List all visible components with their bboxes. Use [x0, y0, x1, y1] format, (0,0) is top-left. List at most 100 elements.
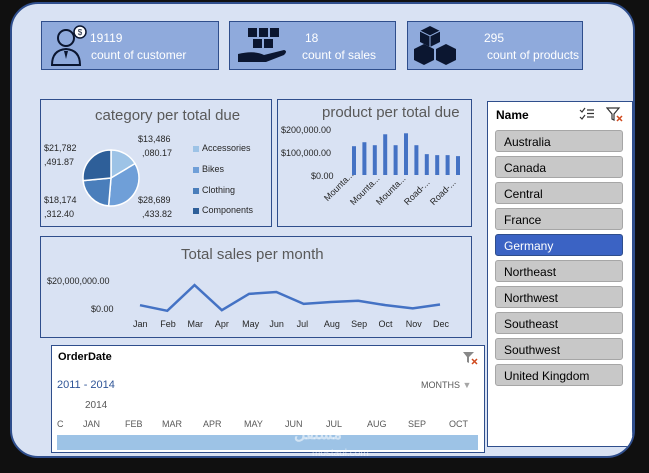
multi-select-icon[interactable] [579, 107, 595, 121]
timeline-month-label: SEP [408, 419, 427, 429]
timeline-year: 2014 [85, 400, 108, 411]
timeline-selection-bar[interactable] [57, 435, 478, 450]
kpi-sales-card: 18 count of sales [229, 21, 396, 70]
timeline-month-label: FEB [125, 419, 143, 429]
pie-label-components-2: ,491.87 [44, 157, 75, 167]
sales-month-label: Sep [351, 319, 368, 329]
pie-label-bikes-1: $28,689 [138, 195, 171, 205]
slicer-header: Name [496, 108, 529, 122]
pie-label-accessories-1: $13,486 [138, 134, 171, 144]
kpi-customers-card: $ 19119 count of customer [41, 21, 219, 70]
product-bar-chart [352, 133, 460, 175]
legend-components: Components [202, 205, 254, 215]
product-bar [435, 155, 440, 175]
sales-month-label: Dec [433, 319, 450, 329]
timeline-month-label: JUN [285, 419, 303, 429]
timeline-month-label: C [57, 419, 64, 429]
sales-month-label: Apr [214, 319, 229, 329]
slicer-item-northwest[interactable]: Northwest [495, 286, 623, 308]
legend-accessories: Accessories [202, 143, 251, 153]
kpi-products-value: 295 [484, 31, 505, 45]
slicer-item-france[interactable]: France [495, 208, 623, 230]
legend-swatch-bikes [193, 167, 199, 173]
watermark-logo: مستقل [294, 426, 342, 443]
svg-text:$: $ [78, 28, 83, 37]
legend-swatch-clothing [193, 188, 199, 194]
product-title: product per total due [322, 104, 460, 121]
slicer-item-central[interactable]: Central [495, 182, 623, 204]
legend-swatch-components [193, 208, 199, 214]
sales-month-label: Oct [378, 319, 393, 329]
slicer-item-northeast[interactable]: Northeast [495, 260, 623, 282]
product-bar [424, 154, 429, 175]
timeline-level-dropdown[interactable]: MONTHS ▼ [421, 380, 471, 390]
orderdate-timeline: OrderDate 2011 - 2014 MONTHS ▼ 2014 C JAN… [51, 345, 485, 453]
slicer-item-southeast[interactable]: Southeast [495, 312, 623, 334]
timeline-level-label: MONTHS [421, 380, 460, 390]
product-bar [404, 133, 408, 175]
sales-month-label: May [242, 319, 260, 329]
slicer-item-australia[interactable]: Australia [495, 130, 623, 152]
product-bar [383, 134, 388, 175]
product-bar [372, 145, 377, 175]
sales-month-label: Feb [160, 319, 176, 329]
slicer-item-canada[interactable]: Canada [495, 156, 623, 178]
kpi-customers-label: count of customer [91, 48, 187, 62]
kpi-products-card: 295 count of products [407, 21, 583, 70]
sales-ytick-0: $0.00 [91, 304, 114, 314]
category-pie-chart [82, 149, 140, 207]
product-ytick-100k: $100,000.00 [281, 148, 332, 158]
product-ytick-200k: $200,000.00 [281, 125, 332, 135]
pie-slice-clothing [82, 177, 112, 207]
sales-month-label: Nov [405, 319, 422, 329]
timeline-month-label: JUL [326, 419, 343, 429]
kpi-sales-value: 18 [305, 31, 319, 45]
name-slicer: Name Australia Canada Central France Germany… [487, 101, 633, 447]
category-pie-card: category per total due $13,486 ,080.17 $… [40, 99, 272, 227]
timeline-month-label: AUG [367, 419, 387, 429]
sales-boxes-icon [238, 28, 286, 62]
slicer-item-germany[interactable]: Germany [495, 234, 623, 256]
timeline-title: OrderDate [58, 351, 112, 363]
slicer-item-united-kingdom[interactable]: United Kingdom [495, 364, 623, 386]
sales-month-label: Jul [296, 319, 309, 329]
product-bar [362, 142, 367, 175]
sales-month-label: Aug [323, 319, 340, 329]
product-bar-card: product per total due $200,000.00 $100,0… [277, 99, 472, 227]
pie-label-bikes-2: ,433.82 [142, 209, 173, 219]
legend-clothing: Clothing [202, 185, 236, 195]
legend-bikes: Bikes [202, 164, 225, 174]
timeline-month-label: JAN [83, 419, 101, 429]
customer-icon: $ [50, 25, 87, 66]
monthly-sales-card: Total sales per month $20,000,000.00 $0.… [40, 236, 472, 338]
chevron-down-icon: ▼ [462, 380, 472, 390]
kpi-customers-value: 19119 [90, 31, 123, 45]
timeline-month-label: MAR [162, 419, 182, 429]
product-bar [414, 145, 419, 175]
monthly-sales-line [139, 283, 441, 313]
sales-ytick-20m: $20,000,000.00 [47, 276, 110, 286]
pie-label-clothing-1: $18,174 [44, 195, 77, 205]
dashboard-frame: $ 19119 count of customer 18 count of sa… [10, 2, 635, 458]
slicer-item-southwest[interactable]: Southwest [495, 338, 623, 360]
kpi-sales-label: count of sales [302, 48, 377, 62]
pie-title: category per total due [95, 107, 241, 124]
product-bar [352, 146, 356, 175]
product-bar [445, 155, 450, 175]
timeline-month-label: MAY [244, 419, 263, 429]
kpi-products-label: count of products [487, 48, 580, 62]
pie-label-accessories-2: ,080.17 [142, 148, 173, 158]
timeline-clear-filter-icon[interactable] [462, 351, 478, 365]
product-ytick-0: $0.00 [311, 171, 334, 181]
timeline-month-label: APR [203, 419, 222, 429]
sales-month-label: Jan [133, 319, 148, 329]
pie-label-clothing-2: ,312.40 [44, 209, 75, 219]
pie-slice-components [82, 149, 112, 182]
sales-month-label: Mar [187, 319, 204, 329]
pie-label-components-1: $21,782 [44, 143, 77, 153]
pie-slice-bikes [107, 162, 140, 207]
timeline-month-label: OCT [449, 419, 468, 429]
monthly-sales-line-chart [139, 283, 441, 313]
clear-filter-icon[interactable] [606, 107, 624, 123]
legend-swatch-accessories [193, 146, 199, 152]
